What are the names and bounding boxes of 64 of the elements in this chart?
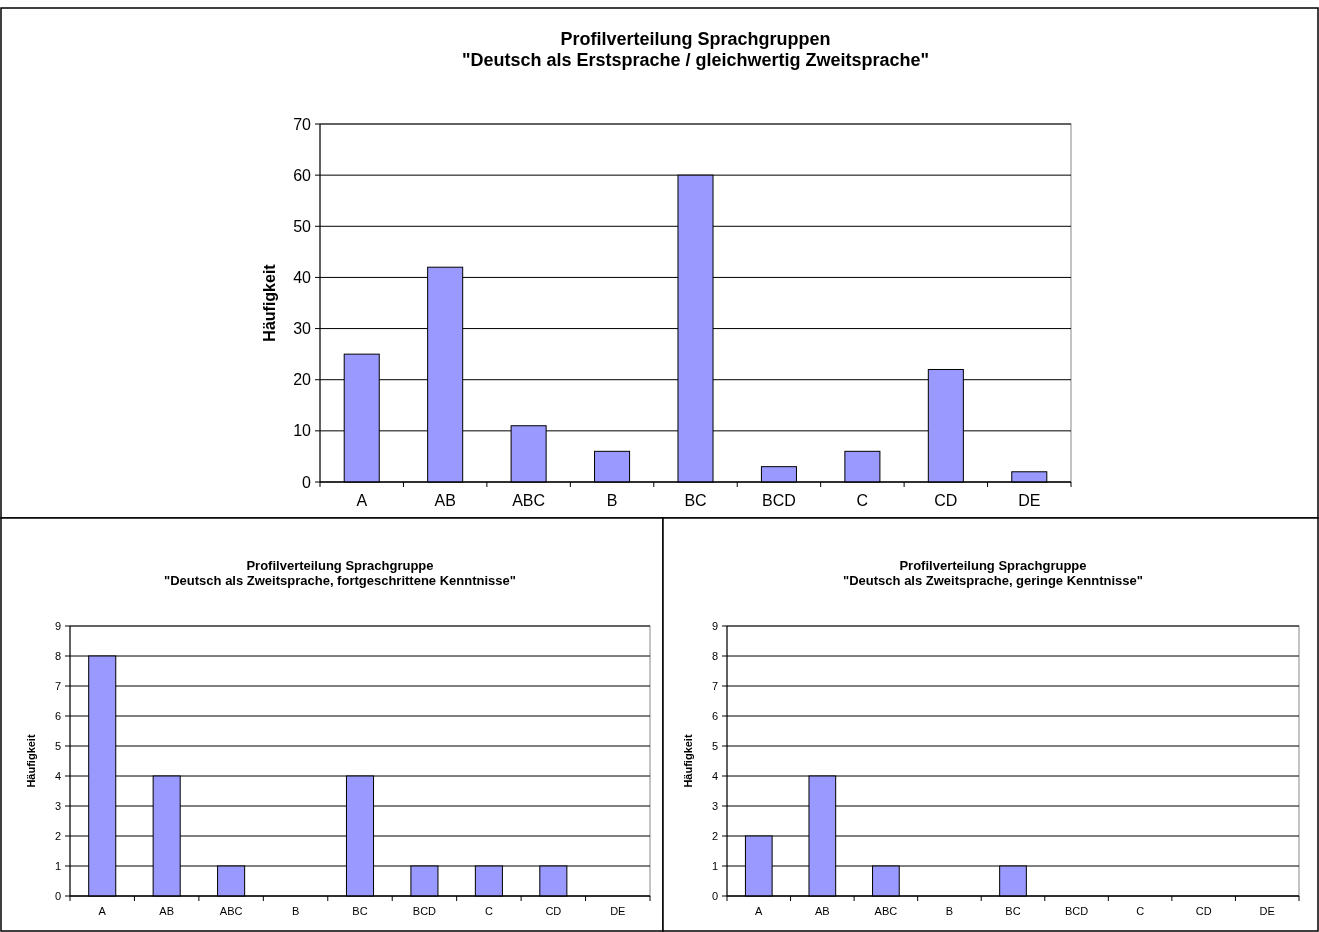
y-tick-label: 2 [711, 829, 718, 842]
y-tick-label: 1 [711, 859, 718, 872]
y-tick-label: 7 [711, 679, 718, 692]
chart-subtitle: "Deutsch als Zweitsprache, geringe Kenntnisse" [843, 572, 1143, 588]
chart-title: Profilverteilung Sprachgruppe [246, 558, 434, 573]
y-tick-label: 8 [711, 649, 718, 662]
y-tick-label: 9 [54, 619, 61, 632]
x-tick-label: ABC [874, 905, 898, 917]
y-tick-label: 8 [54, 649, 61, 662]
y-tick-label: 40 [293, 269, 312, 287]
y-tick-label: 2 [54, 829, 61, 842]
x-tick-label: CD [1195, 905, 1212, 917]
x-tick-label: BC [684, 492, 707, 509]
x-tick-label: BCD [762, 492, 796, 509]
y-axis-title: Häufigkeit [261, 263, 278, 342]
x-tick-label: A [356, 492, 368, 509]
y-tick-label: 1 [54, 859, 61, 872]
x-tick-label: C [856, 492, 869, 509]
x-tick-label: CD [934, 492, 958, 509]
chart-title: Profilverteilung Sprachgruppe [899, 558, 1087, 573]
x-tick-label: BCD [412, 905, 437, 917]
y-tick-label: 7 [54, 679, 61, 692]
y-tick-label: 20 [293, 371, 312, 389]
x-tick-label: DE [1259, 905, 1275, 917]
y-tick-label: 4 [711, 769, 718, 782]
x-tick-label: B [945, 905, 954, 917]
chart-subtitle: "Deutsch als Zweitsprache, fortgeschrittene Kenntnisse" [164, 572, 516, 588]
y-tick-label: 4 [54, 769, 61, 782]
x-tick-label: BC [352, 905, 368, 917]
y-tick-label: 10 [293, 422, 312, 440]
y-tick-label: 0 [711, 889, 718, 902]
y-tick-label: 0 [302, 473, 312, 491]
x-tick-label: AB [814, 905, 830, 917]
x-tick-label: DE [1018, 492, 1041, 509]
y-tick-label: 50 [293, 217, 312, 235]
x-tick-label: AB [159, 905, 175, 917]
y-axis-title: Häufigkeit [682, 734, 694, 788]
x-tick-label: DE [610, 905, 626, 917]
y-tick-label: 30 [293, 320, 312, 338]
chart-subtitle: "Deutsch als Erstsprache / gleichwertig Zweitsprache" [461, 49, 930, 70]
y-tick-label: 70 [293, 115, 312, 133]
y-tick-label: 5 [54, 739, 61, 752]
x-tick-label: B [606, 492, 618, 509]
x-tick-label: ABC [219, 905, 243, 917]
y-axis-title: Häufigkeit [25, 734, 37, 788]
x-tick-label: C [484, 905, 493, 917]
x-tick-label: A [755, 905, 764, 917]
x-tick-label: BC [1005, 905, 1021, 917]
y-tick-label: 60 [293, 166, 312, 184]
y-tick-label: 3 [54, 799, 61, 812]
x-tick-label: A [98, 905, 107, 917]
y-tick-label: 6 [711, 709, 718, 722]
y-tick-label: 5 [711, 739, 718, 752]
x-tick-label: AB [434, 492, 456, 509]
y-tick-label: 6 [54, 709, 61, 722]
y-tick-label: 9 [711, 619, 718, 632]
x-tick-label: ABC [512, 492, 546, 509]
chart-title: Profilverteilung Sprachgruppen [560, 29, 831, 49]
x-tick-label: B [291, 905, 300, 917]
y-tick-label: 0 [54, 889, 61, 902]
x-tick-label: C [1136, 905, 1145, 917]
x-tick-label: CD [545, 905, 562, 917]
y-tick-label: 3 [711, 799, 718, 812]
x-tick-label: BCD [1064, 905, 1089, 917]
